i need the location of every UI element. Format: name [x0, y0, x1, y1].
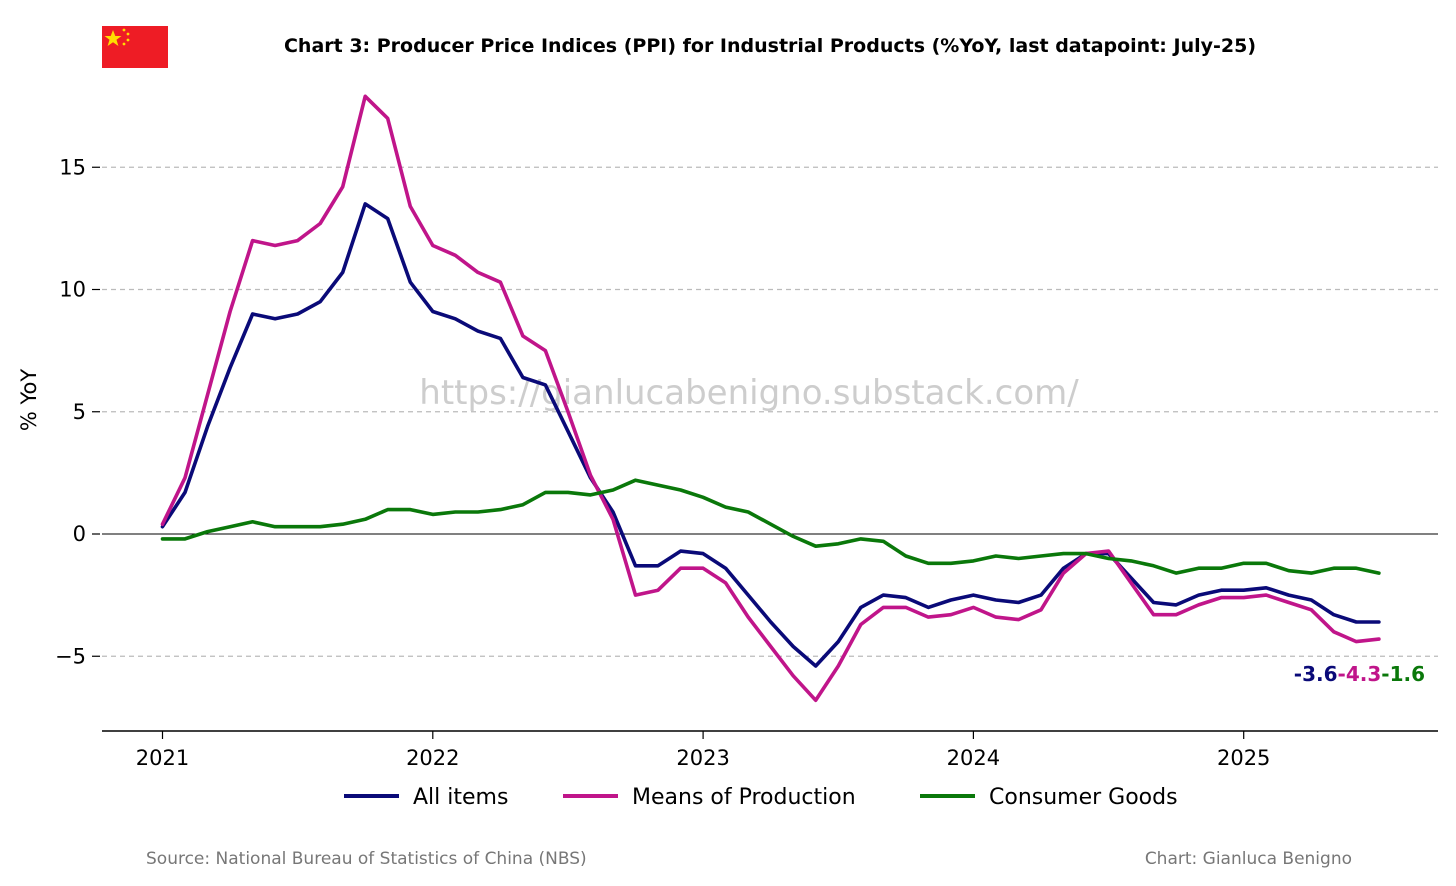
flag-small-star: [122, 28, 126, 32]
flag-small-star: [126, 32, 130, 36]
legend-label: All items: [413, 785, 508, 810]
y-tick-label: 15: [59, 155, 86, 179]
x-tick-label: 2023: [676, 746, 729, 770]
last-value-label: -3.6: [1294, 662, 1338, 686]
last-value-label: -1.6: [1381, 662, 1425, 686]
y-tick-label: 0: [73, 522, 86, 546]
source-note: Source: National Bureau of Statistics of…: [146, 849, 587, 869]
series-line-consumer-goods: [160, 478, 1381, 575]
legend-label: Consumer Goods: [989, 785, 1178, 810]
flag-small-star: [122, 42, 126, 46]
x-tick-label: 2022: [406, 746, 459, 770]
y-axis-label: % YoY: [17, 369, 41, 432]
last-value-label-group: -3.6-4.3-1.6: [1294, 662, 1425, 686]
axes: −5 0 5 10 15 2021 2022 2023 2024 2025: [55, 155, 1438, 770]
flag-big-star: [104, 30, 122, 46]
y-tick-label: 5: [73, 400, 86, 424]
china-flag-icon: [102, 26, 168, 68]
last-value-label: -4.3: [1338, 662, 1382, 686]
y-tick-label: 10: [59, 278, 86, 302]
grid: [102, 166, 1438, 657]
x-tick-label: 2025: [1217, 746, 1270, 770]
x-tick-label: 2021: [136, 746, 189, 770]
legend-label: Means of Production: [632, 785, 856, 810]
series-line-means-of-production: [160, 94, 1381, 703]
legend: All items Means of Production Consumer Goo…: [344, 785, 1178, 810]
chart-title: Chart 3: Producer Price Indices (PPI) fo…: [284, 35, 1256, 57]
series-line-all-items: [160, 202, 1381, 668]
watermark: https://gianlucabenigno.substack.com/: [419, 373, 1079, 413]
flag-background: [102, 26, 168, 68]
flag-small-star: [126, 38, 130, 42]
x-tick-label: 2024: [947, 746, 1000, 770]
series: [160, 94, 1381, 703]
last-value-labels: -3.6-4.3-1.6: [1294, 662, 1425, 686]
chart-credit: Chart: Gianluca Benigno: [1145, 849, 1352, 869]
y-tick-label: −5: [55, 644, 86, 668]
